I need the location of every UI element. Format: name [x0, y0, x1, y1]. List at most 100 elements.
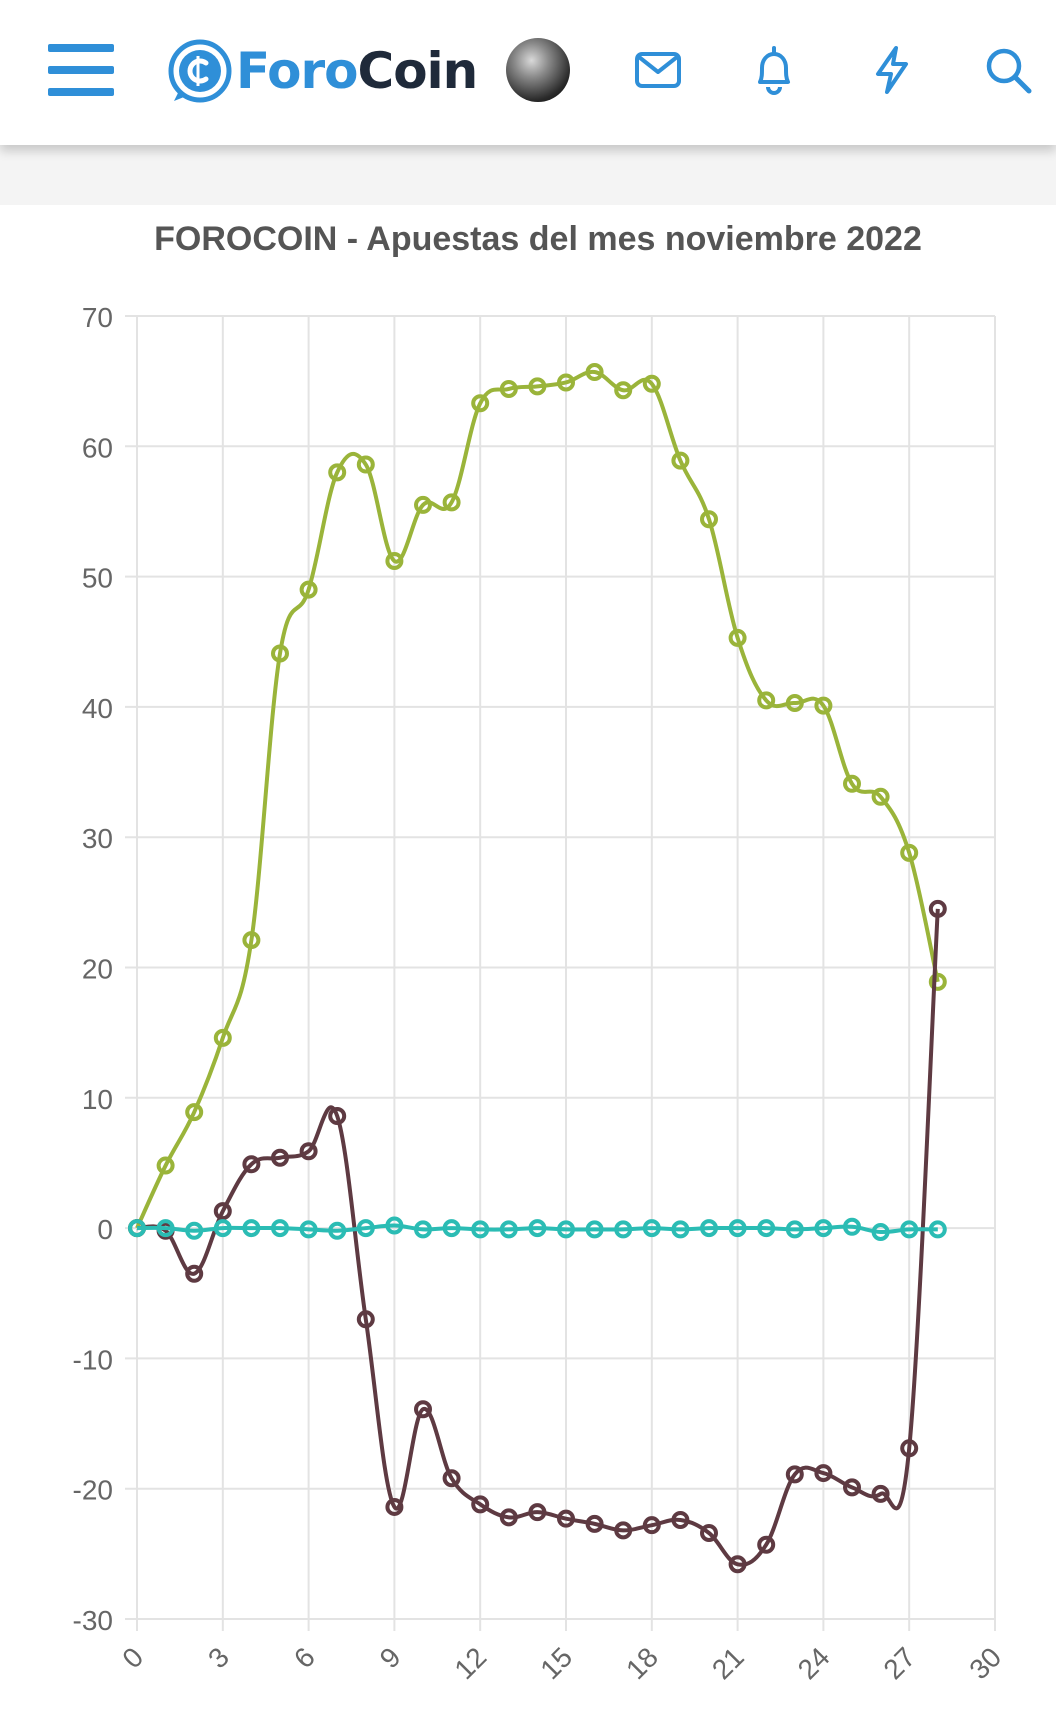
data-point [156, 1156, 175, 1175]
data-point [843, 1217, 861, 1236]
y-tick-label: 30 [82, 823, 113, 854]
data-point [671, 1220, 690, 1239]
x-tick-label: 18 [620, 1641, 664, 1685]
data-point [728, 628, 747, 647]
data-point [814, 1219, 833, 1238]
logo-text-coin: Coin [357, 42, 479, 100]
y-tick-label: -30 [73, 1605, 113, 1636]
data-point [757, 1535, 776, 1554]
y-tick-label: 60 [82, 432, 113, 463]
data-point [471, 394, 490, 413]
lightning-icon[interactable] [866, 44, 918, 96]
avatar[interactable] [506, 38, 570, 102]
data-point [499, 379, 518, 398]
data-point [242, 931, 261, 950]
data-point [557, 1220, 575, 1239]
data-point [871, 1223, 890, 1242]
data-point [356, 1310, 375, 1329]
data-point [843, 1478, 861, 1497]
data-point [242, 1155, 261, 1174]
data-point [757, 691, 776, 710]
data-point [785, 1220, 804, 1239]
data-point [671, 451, 690, 470]
top-navigation-bar: ForoCoin [0, 0, 1056, 145]
data-point [642, 1219, 661, 1238]
data-point [499, 1220, 518, 1239]
data-point [900, 1439, 919, 1458]
data-point [614, 1521, 633, 1540]
data-point [928, 1220, 947, 1239]
data-point [185, 1103, 204, 1122]
mail-icon[interactable] [632, 44, 684, 96]
data-point [442, 493, 461, 512]
data-point [728, 1219, 747, 1238]
x-tick-label: 30 [963, 1641, 1007, 1685]
data-point [271, 644, 289, 663]
y-tick-label: 70 [82, 302, 113, 333]
data-point [700, 1219, 718, 1238]
y-tick-label: 50 [82, 563, 113, 594]
data-point [785, 1465, 804, 1484]
bell-icon[interactable] [748, 44, 800, 96]
data-point [928, 972, 947, 991]
series-3 [128, 1216, 947, 1242]
data-point [614, 381, 633, 400]
data-point [414, 495, 432, 514]
data-point [414, 1400, 432, 1419]
data-point [471, 1495, 490, 1514]
data-point [499, 1508, 518, 1527]
search-icon[interactable] [982, 44, 1034, 96]
x-tick-label: 24 [792, 1641, 836, 1685]
data-point [585, 1514, 604, 1533]
menu-icon[interactable] [48, 40, 116, 100]
data-point [128, 1219, 146, 1238]
y-tick-label: 20 [82, 954, 113, 985]
series-line [135, 369, 940, 1229]
data-point [614, 1220, 633, 1239]
data-point [757, 1219, 776, 1238]
data-point [414, 1220, 432, 1239]
data-point [328, 1221, 347, 1240]
data-point [528, 377, 547, 396]
data-point [442, 1469, 461, 1488]
data-point [557, 373, 575, 392]
chart-title: FOROCOIN - Apuestas del mes noviembre 20… [154, 220, 922, 258]
data-point [785, 693, 804, 712]
data-point [928, 899, 947, 918]
data-point [271, 1219, 289, 1238]
x-tick-label: 9 [374, 1641, 407, 1674]
data-point [471, 1220, 490, 1239]
data-point [299, 1220, 318, 1239]
x-tick-label: 21 [706, 1641, 750, 1685]
chart-card [0, 205, 1056, 1722]
x-tick-label: 27 [877, 1641, 921, 1685]
data-point [299, 1142, 318, 1161]
forocoin-logo-icon [168, 39, 232, 103]
data-point [185, 1264, 204, 1283]
y-tick-label: -20 [73, 1475, 113, 1506]
data-point [156, 1219, 175, 1238]
data-point [528, 1219, 547, 1238]
chart-grid [125, 315, 996, 1631]
data-point [900, 1220, 919, 1239]
data-point [814, 1464, 833, 1483]
data-point [700, 1524, 718, 1543]
forocoin-logo[interactable]: ForoCoin [168, 36, 478, 106]
x-tick-label: 3 [202, 1641, 235, 1674]
data-point [213, 1202, 232, 1221]
data-point [385, 1216, 404, 1235]
data-point [213, 1028, 232, 1047]
data-point [642, 374, 661, 393]
data-point [585, 1220, 604, 1239]
page-content [0, 145, 1056, 1722]
logo-wordmark: ForoCoin [236, 46, 478, 96]
chart-series [128, 363, 947, 1574]
data-point [356, 1219, 375, 1238]
data-point [442, 1219, 461, 1238]
data-point [385, 551, 404, 570]
data-point [356, 455, 375, 474]
y-tick-label: -10 [73, 1344, 113, 1375]
y-tick-label: 10 [82, 1084, 113, 1115]
